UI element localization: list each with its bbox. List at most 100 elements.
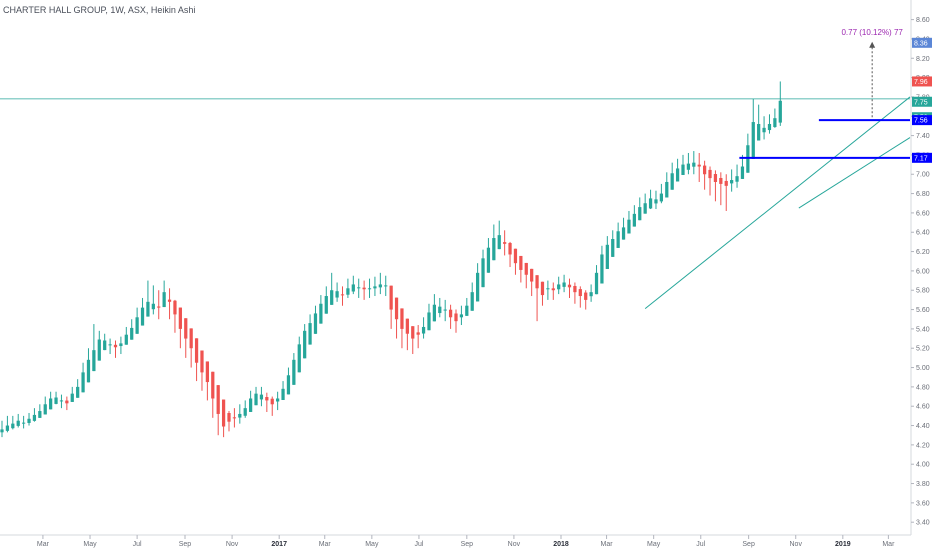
candle-body: [621, 227, 626, 240]
price-badge-label: 7.96: [914, 79, 928, 86]
candle-up: [692, 151, 696, 175]
y-tick-label: 8.20: [916, 56, 930, 63]
candle-up: [124, 326, 128, 345]
candle-up: [427, 303, 431, 331]
candle-body: [151, 303, 155, 310]
candle-down: [584, 290, 588, 310]
candle-body: [351, 284, 355, 292]
candle-up: [0, 420, 4, 438]
candle-body: [308, 323, 312, 345]
annotation-layer: 0.77 (10.12%) 77: [841, 28, 903, 118]
candle-body: [648, 198, 653, 209]
candle-body: [270, 398, 274, 405]
candle-body: [416, 332, 420, 335]
price-badge-bg: [912, 152, 932, 163]
candle-up: [49, 391, 53, 410]
candle-body: [702, 165, 707, 175]
y-tick-label: 6.00: [916, 268, 930, 275]
candle-body: [686, 163, 691, 170]
candle-down: [189, 328, 193, 368]
candle-body: [38, 411, 42, 418]
candle-up: [43, 396, 47, 415]
candle-up: [292, 353, 296, 385]
candle-body: [405, 318, 409, 334]
x-tick-label: 2019: [835, 541, 851, 548]
x-tick-label: Jul: [133, 541, 142, 548]
candle-body: [21, 422, 26, 424]
candle-down: [530, 268, 534, 297]
candle-body: [567, 284, 572, 288]
candle-down: [340, 286, 345, 306]
candle-body: [400, 308, 404, 329]
candle-body: [167, 299, 172, 302]
candle-up: [665, 172, 669, 198]
price-badge: 7.75: [912, 96, 932, 107]
candle-up: [432, 294, 437, 322]
candle-up: [659, 183, 664, 204]
candle-up: [357, 278, 361, 298]
candle-body: [594, 272, 599, 295]
candle-up: [594, 265, 599, 295]
projection-arrow-head: [869, 41, 876, 48]
candle-up: [735, 164, 739, 188]
candle-down: [702, 160, 707, 190]
candle-body: [135, 317, 139, 334]
candle-up: [254, 386, 258, 406]
candle-body: [27, 418, 31, 423]
candle-down: [513, 248, 518, 275]
candle-body: [5, 425, 10, 431]
candle-body: [665, 181, 669, 198]
x-tick-label: Nov: [790, 541, 803, 548]
candle-down: [411, 326, 415, 355]
candle-body: [362, 287, 366, 290]
candle-body: [713, 174, 718, 182]
x-tick-label: Mar: [319, 541, 332, 548]
candle-up: [767, 114, 772, 134]
level-lines-layer: [0, 98, 910, 159]
candle-up: [384, 275, 388, 297]
candle-up: [330, 272, 334, 305]
candle-up: [373, 276, 377, 297]
price-badge-label: 7.17: [914, 155, 928, 162]
candle-body: [0, 429, 4, 433]
candle-body: [313, 313, 318, 334]
candle-body: [600, 254, 604, 284]
candle-down: [65, 396, 69, 411]
candle-body: [751, 122, 755, 159]
candle-body: [227, 413, 231, 422]
candle-up: [421, 317, 426, 339]
candle-up: [438, 297, 442, 318]
y-tick-label: 4.80: [916, 384, 930, 391]
candle-body: [670, 173, 674, 190]
candle-up: [16, 413, 20, 428]
candle-up: [557, 276, 561, 295]
candle-up: [497, 220, 501, 250]
candle-body: [32, 414, 37, 421]
y-axis[interactable]: 3.40 3.60 3.80 4.00 4.20 4.40 4.60 4.80 5.00 5.20…: [911, 17, 930, 527]
candle-body: [497, 235, 501, 250]
candle-body: [697, 164, 701, 167]
candle-down: [713, 170, 718, 202]
candle-body: [475, 272, 480, 302]
candle-down: [394, 297, 399, 339]
candle-body: [778, 100, 782, 123]
price-badge: 7.96: [912, 76, 932, 87]
candle-body: [238, 413, 242, 418]
candle-up: [378, 272, 382, 295]
candle-body: [330, 290, 334, 305]
candle-up: [92, 324, 96, 372]
candle-down: [227, 411, 231, 432]
x-axis[interactable]: Mar May Jul Sep Nov 2017 Mar May Jul Sep Nov 2018 Ma…: [37, 535, 895, 548]
candle-body: [492, 238, 496, 261]
candle-body: [724, 180, 728, 186]
candle-up: [103, 333, 107, 351]
candle-up: [751, 98, 755, 159]
candle-body: [146, 301, 150, 317]
candle-up: [762, 116, 766, 140]
y-tick-label: 4.60: [916, 404, 930, 411]
candle-body: [276, 398, 280, 402]
candle-up: [611, 230, 615, 257]
candle-down: [211, 371, 215, 418]
